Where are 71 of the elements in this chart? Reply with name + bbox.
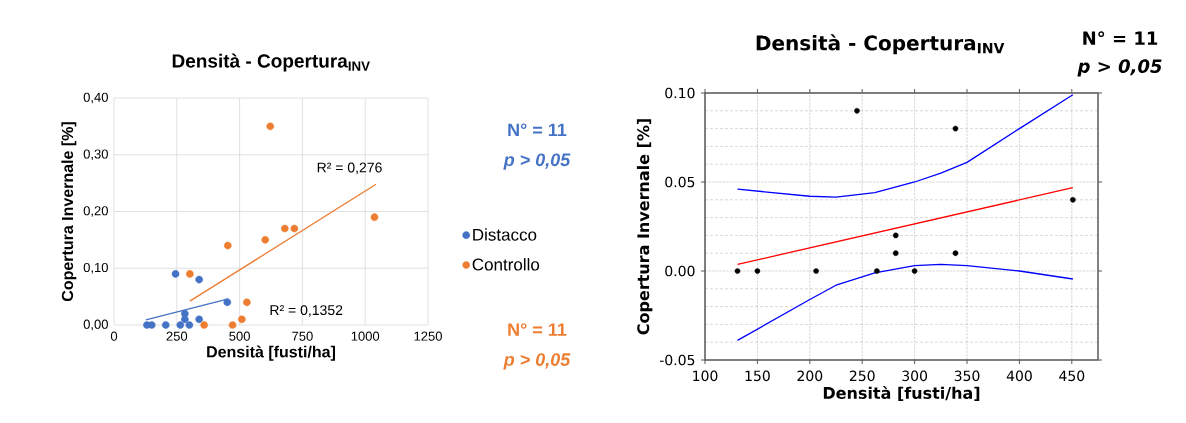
x-tick-label: 1000 — [351, 331, 380, 341]
point — [874, 268, 880, 274]
x-tick-label: 100 — [693, 370, 718, 382]
y-tick-label: 0.10 — [665, 87, 695, 99]
point — [181, 315, 189, 324]
point — [813, 268, 819, 274]
point — [238, 315, 246, 324]
point — [952, 250, 959, 256]
point — [223, 298, 232, 307]
y-tick-label: -0.05 — [659, 354, 695, 366]
point — [854, 108, 860, 114]
line-series — [736, 263, 1074, 342]
annotation: R² = 0,1352 — [270, 305, 343, 317]
point — [911, 268, 918, 274]
y-tick-label: 0.05 — [665, 176, 695, 188]
point — [892, 250, 899, 256]
x-tick-label: 350 — [954, 370, 980, 382]
x-axis-title: Densità [fusti/ha] — [207, 345, 335, 361]
point — [161, 321, 170, 329]
chart-title: Densità - Copertura$_{INV}$ — [172, 53, 370, 72]
y-tick-label: 0,40 — [83, 92, 108, 104]
point — [266, 122, 275, 131]
x-tick-label: 300 — [902, 370, 928, 382]
point — [195, 275, 203, 284]
point — [1070, 197, 1076, 203]
point — [185, 321, 194, 329]
y-tick-label: 0,20 — [83, 206, 108, 217]
x-tick-label: 1250 — [414, 331, 442, 341]
text: p > 0,05 — [1077, 59, 1162, 77]
x-tick-label: 250 — [166, 331, 188, 341]
annotation: R² = 0,276 — [317, 162, 382, 175]
point — [200, 321, 208, 329]
x-tick-label: 450 — [1059, 370, 1085, 382]
point — [224, 241, 232, 250]
x-tick-label: 400 — [1006, 370, 1032, 382]
point — [290, 224, 299, 233]
legend-label: Controllo — [472, 258, 540, 271]
text: N° = 11 — [1083, 31, 1158, 45]
point — [176, 321, 185, 329]
x-tick-label: 150 — [745, 370, 770, 382]
point — [370, 213, 379, 221]
text: p > 0,05 — [503, 153, 571, 170]
point — [734, 268, 741, 274]
x-tick-label: 750 — [292, 331, 313, 341]
y-tick-label: 0,30 — [83, 149, 108, 161]
x-tick-label: 0 — [110, 331, 118, 341]
chart-title: Densità - Copertura$_{INV}$ — [756, 34, 1005, 55]
point — [281, 224, 289, 233]
text: N° = 11 — [508, 123, 567, 137]
x-tick-label: 500 — [229, 331, 250, 341]
line-series — [736, 94, 1074, 198]
y-axis-title: Copertura Invernale [%] — [61, 122, 77, 302]
y-axis-title: Copertura Invernale [%] — [636, 119, 653, 335]
text: p > 0,05 — [503, 353, 571, 370]
point — [892, 232, 899, 239]
y-tick-label: 0.00 — [665, 265, 695, 277]
x-axis-title: Densità [fusti/ha] — [823, 385, 980, 401]
y-tick-label: 0,00 — [83, 319, 108, 331]
point — [261, 236, 270, 244]
point — [195, 315, 203, 324]
y-tick-label: 0,10 — [83, 262, 108, 274]
point — [754, 268, 761, 274]
point — [228, 321, 237, 329]
point — [243, 298, 251, 307]
x-tick-label: 200 — [797, 370, 823, 382]
text: N° = 11 — [508, 323, 567, 336]
legend-label: Distacco — [473, 228, 537, 241]
point — [171, 270, 180, 278]
x-tick-label: 250 — [849, 370, 875, 382]
point — [186, 270, 194, 278]
point — [952, 125, 959, 132]
